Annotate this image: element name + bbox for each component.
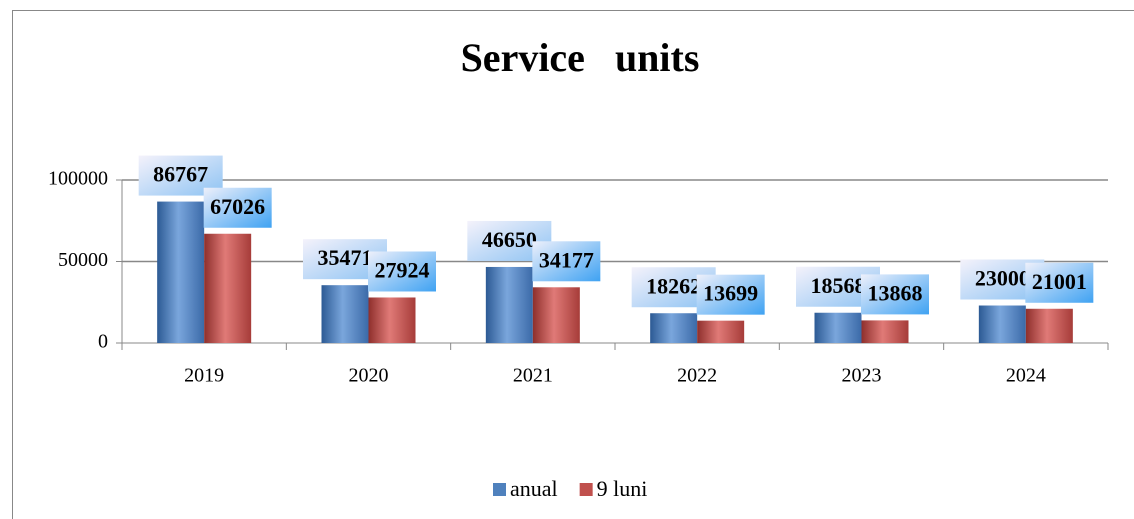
data-label-box bbox=[696, 274, 765, 315]
x-tick-label: 2023 bbox=[842, 365, 882, 387]
data-label: 23000 bbox=[975, 266, 1030, 291]
data-label: 34177 bbox=[539, 247, 594, 272]
bar bbox=[861, 320, 909, 343]
x-tick-label: 2019 bbox=[184, 365, 224, 387]
y-tick-label: 0 bbox=[98, 331, 108, 353]
y-tick-label: 100000 bbox=[48, 168, 108, 190]
x-tick-label: 2021 bbox=[513, 365, 553, 387]
bar bbox=[368, 297, 416, 343]
bar bbox=[157, 201, 205, 343]
data-label-box bbox=[368, 251, 436, 292]
bar bbox=[204, 233, 252, 343]
bar bbox=[697, 320, 745, 343]
data-label-box bbox=[1025, 262, 1094, 303]
data-label: 21001 bbox=[1032, 269, 1087, 294]
data-label: 67026 bbox=[210, 194, 265, 219]
data-label: 18262 bbox=[646, 273, 701, 298]
legend-label: 9 luni bbox=[597, 476, 648, 501]
data-label: 27924 bbox=[375, 258, 430, 283]
legend-swatch bbox=[493, 483, 506, 496]
data-label: 46650 bbox=[482, 227, 537, 252]
bar bbox=[978, 305, 1026, 343]
x-tick-label: 2024 bbox=[1006, 365, 1046, 387]
bar bbox=[814, 312, 862, 343]
data-label: 13868 bbox=[868, 280, 923, 305]
chart-title: Service units bbox=[461, 35, 700, 80]
bar bbox=[485, 266, 533, 343]
x-tick-label: 2020 bbox=[349, 365, 389, 387]
y-tick-label: 50000 bbox=[58, 249, 108, 271]
data-label-box bbox=[861, 274, 929, 315]
bar bbox=[321, 285, 369, 343]
data-label: 86767 bbox=[153, 162, 208, 187]
data-label: 35471 bbox=[318, 245, 373, 270]
bar bbox=[1025, 308, 1073, 343]
data-label-box bbox=[532, 241, 601, 282]
x-tick-label: 2022 bbox=[677, 365, 717, 387]
legend-label: anual bbox=[510, 476, 558, 501]
data-label: 13699 bbox=[703, 281, 758, 306]
legend-swatch bbox=[579, 483, 593, 496]
data-label: 18568 bbox=[811, 273, 866, 298]
data-label-box bbox=[203, 187, 272, 228]
bar bbox=[532, 287, 580, 343]
bar bbox=[650, 313, 698, 343]
